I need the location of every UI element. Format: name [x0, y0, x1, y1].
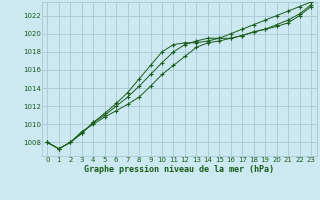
X-axis label: Graphe pression niveau de la mer (hPa): Graphe pression niveau de la mer (hPa): [84, 165, 274, 174]
